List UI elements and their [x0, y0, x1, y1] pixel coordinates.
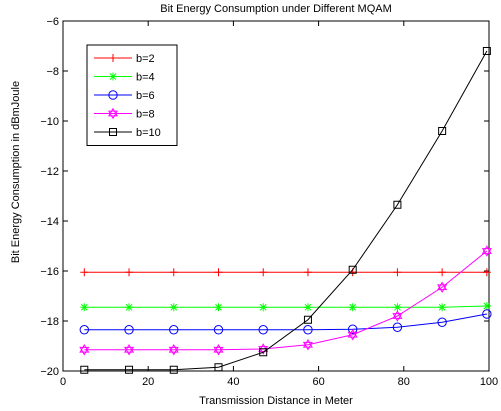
series-b-8 [79, 245, 492, 356]
legend-label: b=4 [136, 72, 155, 84]
data-point [125, 268, 134, 277]
data-point [482, 268, 491, 277]
x-tick-label: 100 [480, 376, 498, 388]
data-point [80, 268, 89, 277]
x-tick-label: 40 [227, 376, 239, 388]
series-layer [79, 47, 492, 374]
data-point [482, 302, 491, 310]
data-point [124, 325, 134, 335]
data-point [169, 325, 179, 335]
data-point [125, 365, 134, 374]
data-point [214, 268, 223, 277]
data-point [214, 363, 223, 372]
data-point [169, 303, 178, 312]
series-line [84, 250, 488, 351]
data-point [348, 303, 357, 312]
y-tick-label: −10 [40, 116, 59, 128]
y-tick-label: −20 [40, 366, 59, 378]
x-tick-label: 80 [398, 376, 410, 388]
data-point [80, 303, 89, 312]
data-point [213, 343, 224, 356]
legend-marker [109, 72, 117, 81]
data-point [79, 343, 90, 356]
axes: 0 20 40 60 80 100 −20 −18 −16 −14 −12 −10 −8 −6 [40, 16, 498, 388]
y-tick-label: −8 [46, 66, 59, 78]
x-axis-label: Transmission Distance in Meter [199, 395, 353, 407]
data-point [259, 348, 268, 357]
legend-item: b=10 [94, 127, 161, 139]
x-tick-label: 20 [142, 376, 154, 388]
data-point [125, 303, 134, 312]
data-point [168, 343, 179, 356]
data-point [303, 268, 312, 277]
data-point [481, 245, 492, 257]
data-point [79, 325, 90, 335]
series-b-10 [80, 47, 491, 374]
data-point [347, 328, 358, 341]
series-line [84, 50, 488, 371]
legend-item: b=8 [94, 107, 155, 121]
series-b-6 [79, 309, 492, 335]
data-point [438, 127, 447, 135]
series-b-2 [80, 268, 491, 277]
data-point [169, 365, 178, 374]
data-point [302, 338, 313, 351]
data-point [214, 303, 223, 312]
chart-title: Bit Energy Consumption under Different M… [160, 3, 392, 15]
data-point [303, 315, 312, 324]
data-point [303, 303, 312, 312]
legend-marker [109, 128, 117, 136]
data-point [124, 343, 135, 356]
y-tick-label: −14 [40, 216, 59, 228]
y-tick-label: −12 [40, 166, 59, 178]
legend-label: b=2 [136, 53, 155, 65]
series-b-4 [80, 302, 491, 312]
data-point [347, 324, 358, 334]
data-point [437, 281, 448, 294]
data-point [259, 268, 268, 277]
data-point [438, 268, 447, 277]
y-tick-label: −6 [46, 16, 59, 28]
data-point [393, 268, 402, 277]
legend-marker [107, 107, 119, 120]
x-tick-label: 0 [60, 376, 66, 388]
data-point [437, 317, 447, 327]
series-line [84, 313, 487, 331]
legend-label: b=10 [136, 127, 161, 139]
data-point [303, 325, 313, 335]
series-line [84, 305, 487, 308]
data-point [348, 265, 357, 274]
data-point [393, 303, 402, 312]
data-point [393, 200, 402, 209]
legend-marker [109, 54, 117, 62]
data-point [482, 309, 492, 319]
data-point [169, 268, 178, 277]
y-axis-label: Bit Energy Consumption in dBmJoule [10, 81, 22, 263]
legend-label: b=8 [136, 109, 155, 121]
data-point [438, 303, 447, 312]
legend-marker [108, 90, 118, 100]
y-tick-label: −16 [40, 266, 59, 278]
data-point [258, 325, 268, 335]
legend-item: b=2 [94, 53, 155, 65]
data-point [80, 365, 89, 374]
legend: b=2 b=4 b=6 b=8 b=10 [86, 44, 178, 146]
legend-item: b=4 [94, 72, 155, 84]
legend-label: b=6 [136, 90, 155, 102]
legend-item: b=6 [94, 90, 155, 102]
data-point [482, 47, 491, 55]
y-tick-label: −18 [40, 316, 59, 328]
data-point [392, 322, 403, 332]
data-point [259, 303, 268, 312]
data-point [392, 310, 403, 322]
x-tick-label: 60 [312, 376, 324, 388]
data-point [213, 325, 224, 335]
